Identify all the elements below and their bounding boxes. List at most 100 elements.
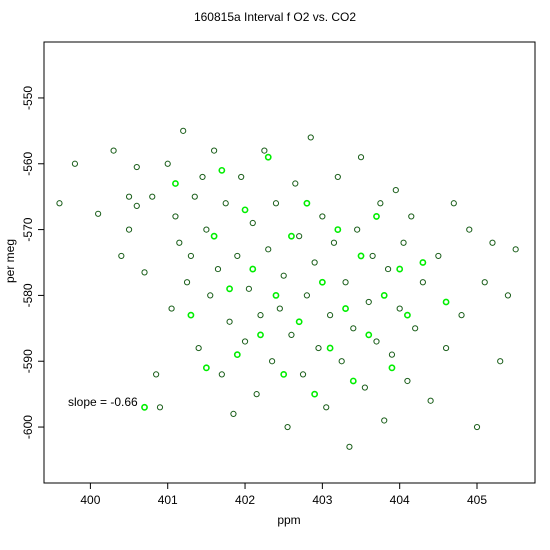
data-point [307,134,314,141]
data-point [207,292,214,299]
data-point [369,252,376,260]
data-point [218,371,225,378]
data-point [280,370,288,378]
data-point [373,213,380,220]
data-point [234,252,241,260]
data-point [183,279,191,286]
data-point [180,127,187,134]
data-point [241,338,249,345]
y-tick-label: -590 [21,349,35,373]
data-point [288,331,295,339]
axis-ticks: 400 401 402 403 404 405 -550 -560 -570 -580 -590 -6… [21,86,487,507]
x-tick-label: 400 [80,493,100,507]
data-point [442,298,450,306]
x-tick-label: 403 [312,493,332,507]
data-point [412,325,419,332]
data-point [349,377,357,385]
data-point [330,239,338,246]
data-point [110,147,117,154]
y-tick-label: -580 [21,283,35,307]
data-point [222,200,229,207]
data-point [334,173,341,181]
data-point [427,397,434,404]
data-point [168,305,175,312]
data-point [149,193,156,200]
x-tick-label: 402 [235,493,255,507]
data-point [257,331,264,339]
data-point [315,344,322,352]
data-point [419,279,426,286]
data-point [280,272,287,279]
data-point [230,410,237,417]
data-point [512,246,519,253]
data-point [172,213,179,220]
data-point [373,338,380,345]
data-point [253,391,260,398]
data-point [191,193,198,200]
data-point [296,233,303,240]
data-point [400,239,407,246]
data-point [295,318,303,326]
data-point [292,180,299,187]
data-point [176,239,183,246]
data-point [141,403,148,411]
data-point [435,252,442,260]
data-point [264,153,272,161]
data-point [346,443,353,450]
x-tick-label: 404 [390,493,410,507]
data-point [156,404,164,411]
data-point [458,312,465,319]
chart-title: 160815a Interval f O2 vs. CO2 [194,10,356,24]
data-point [288,232,295,240]
data-point [392,186,399,194]
y-tick-label: -570 [21,217,35,241]
data-point [388,351,396,358]
data-point [214,265,222,273]
data-point [381,417,388,424]
data-point [504,292,512,299]
data-point [195,344,202,352]
data-point [245,285,253,292]
data-point [361,384,368,391]
scatter-points [56,127,519,450]
y-tick-label: -560 [21,151,35,175]
data-point [218,166,226,174]
data-point [284,423,291,431]
data-point [318,278,326,286]
data-point [249,265,257,273]
data-point [241,206,249,214]
data-point [338,358,345,365]
data-point [210,232,218,240]
y-tick-label: -550 [21,86,35,110]
data-point [311,259,318,266]
plot-frame [43,41,536,484]
slope-annotation: slope = -0.66 [68,395,138,409]
data-point [238,173,245,181]
data-point [125,193,133,200]
data-point [95,210,102,217]
data-point [202,364,210,372]
data-point [187,311,195,319]
data-point [269,358,276,365]
data-point [164,160,171,167]
data-point [265,246,272,253]
data-point [203,226,210,233]
data-point [326,312,334,319]
data-point [153,371,160,378]
data-point [276,305,283,312]
data-point [489,239,496,246]
data-point [442,344,450,352]
x-tick-label: 401 [158,493,178,507]
y-axis-label: per meg [3,239,17,283]
data-point [249,219,256,227]
data-point [357,154,365,161]
data-point [233,351,241,359]
data-point [118,252,125,260]
data-point [226,318,233,325]
data-point [365,331,373,339]
data-point [272,292,280,299]
data-point [261,147,268,154]
data-point [141,269,148,276]
data-point [466,226,473,233]
